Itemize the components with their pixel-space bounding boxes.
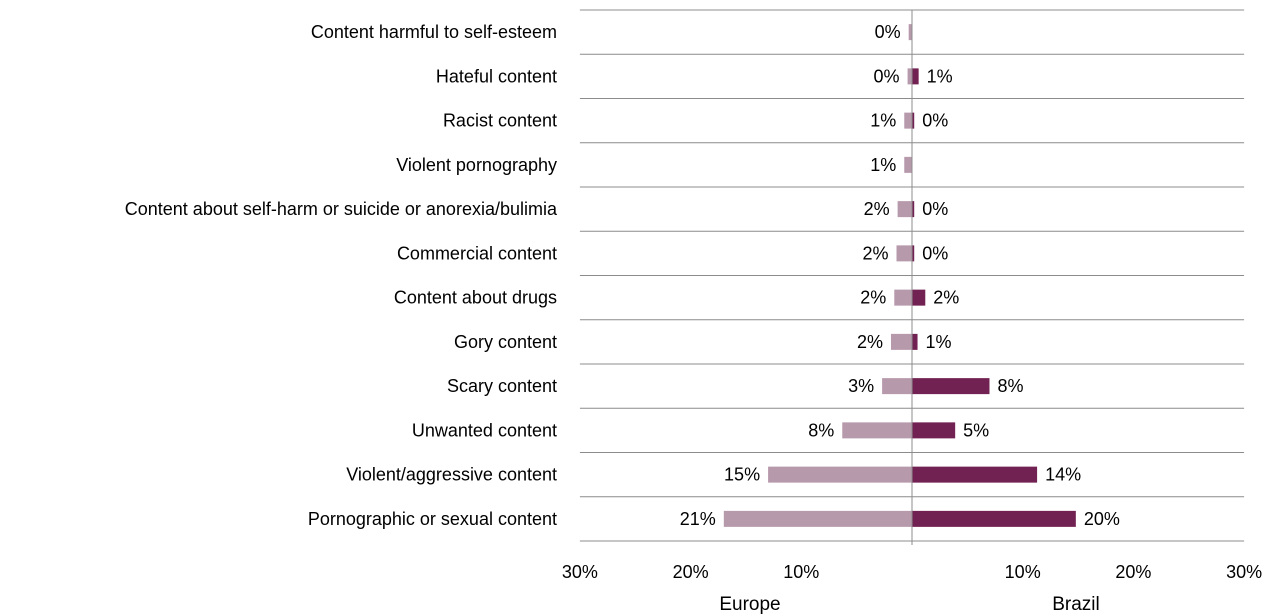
data-label-brazil: 5% xyxy=(963,420,989,440)
category-label: Gory content xyxy=(454,332,557,352)
data-label-brazil: 1% xyxy=(927,66,953,86)
category-label: Pornographic or sexual content xyxy=(308,509,557,529)
bar-europe xyxy=(896,245,912,262)
data-label-europe: 2% xyxy=(857,332,883,352)
data-label-europe: 2% xyxy=(864,199,890,219)
x-tick-label: 10% xyxy=(783,562,819,582)
data-label-europe: 0% xyxy=(874,66,900,86)
category-label: Racist content xyxy=(443,111,557,131)
bars xyxy=(723,24,1076,527)
bar-europe xyxy=(907,68,912,85)
x-tick-label: 30% xyxy=(1226,562,1262,582)
data-label-europe: 15% xyxy=(724,465,760,485)
data-label-europe: 2% xyxy=(860,288,886,308)
bar-brazil xyxy=(912,112,915,129)
data-label-europe: 1% xyxy=(870,155,896,175)
data-label-brazil: 0% xyxy=(922,199,948,219)
bar-europe xyxy=(894,289,912,306)
data-label-brazil: 20% xyxy=(1084,509,1120,529)
bar-europe xyxy=(904,156,912,173)
bar-europe xyxy=(723,510,912,527)
category-label: Violent/aggressive content xyxy=(346,465,557,485)
category-label: Scary content xyxy=(447,376,557,396)
bar-brazil xyxy=(912,378,990,395)
x-tick-label: 20% xyxy=(673,562,709,582)
bar-europe xyxy=(768,466,912,483)
labels: 30% 20% 10% 10% 20% 30% Content harmful to sel… xyxy=(125,22,1262,582)
category-label: Unwanted content xyxy=(412,420,557,440)
category-label: Content harmful to self-esteem xyxy=(311,22,557,42)
bar-europe xyxy=(890,333,912,350)
bar-brazil xyxy=(912,289,926,306)
data-label-brazil: 14% xyxy=(1045,465,1081,485)
data-label-europe: 2% xyxy=(862,243,888,263)
x-axis-title-europe: Europe xyxy=(719,594,780,615)
data-label-brazil: 2% xyxy=(933,288,959,308)
data-label-europe: 21% xyxy=(680,509,716,529)
bar-brazil xyxy=(912,68,919,85)
category-label: Hateful content xyxy=(436,66,557,86)
x-tick-label: 30% xyxy=(562,562,598,582)
data-label-brazil: 1% xyxy=(926,332,952,352)
bar-brazil xyxy=(912,201,915,218)
data-label-brazil: 0% xyxy=(922,243,948,263)
bar-europe xyxy=(842,422,912,439)
bar-europe xyxy=(882,378,912,395)
data-label-europe: 0% xyxy=(875,22,901,42)
bar-brazil xyxy=(912,510,1076,527)
data-label-brazil: 0% xyxy=(922,111,948,131)
bar-brazil xyxy=(912,245,915,262)
category-label: Content about self-harm or suicide or an… xyxy=(125,199,558,219)
x-tick-label: 20% xyxy=(1115,562,1151,582)
category-label: Violent pornography xyxy=(396,155,557,175)
bar-brazil xyxy=(912,333,918,350)
bar-europe xyxy=(897,201,912,218)
data-label-europe: 1% xyxy=(870,111,896,131)
bar-brazil xyxy=(912,466,1038,483)
data-label-europe: 3% xyxy=(848,376,874,396)
category-label: Commercial content xyxy=(397,243,557,263)
bar-brazil xyxy=(912,422,956,439)
category-label: Content about drugs xyxy=(394,288,557,308)
x-axis-title-brazil: Brazil xyxy=(1052,594,1100,615)
bar-europe xyxy=(908,24,912,41)
data-label-europe: 8% xyxy=(808,420,834,440)
data-label-brazil: 8% xyxy=(997,376,1023,396)
bar-europe xyxy=(904,112,912,129)
x-tick-label: 10% xyxy=(1005,562,1041,582)
